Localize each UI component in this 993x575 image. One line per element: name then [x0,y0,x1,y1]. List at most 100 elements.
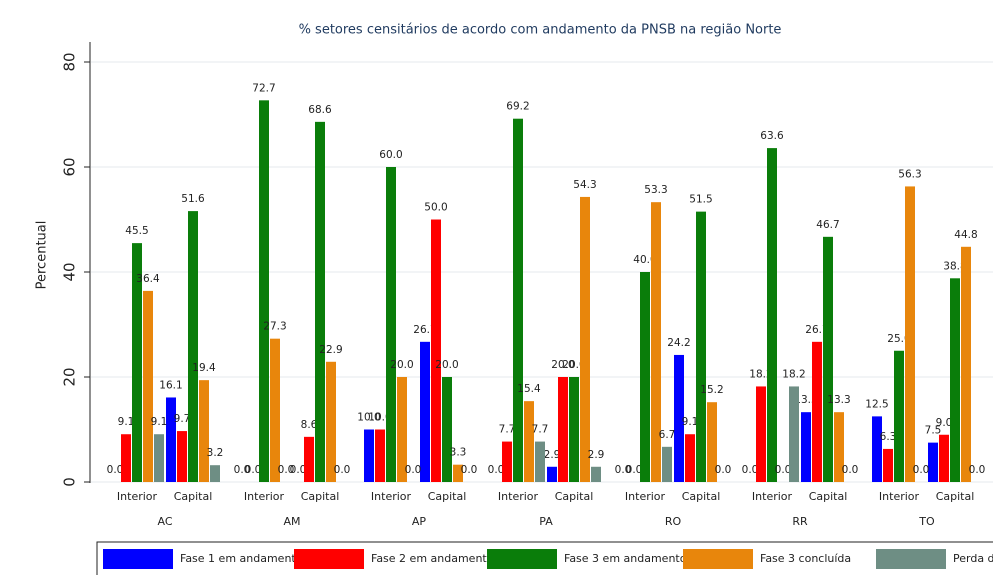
value-label: 0.0 [626,464,643,476]
value-label: 18.2 [749,368,772,380]
value-label: 3.3 [450,447,467,459]
legend-label: Perda do setor [953,552,993,565]
value-label: 20.0 [551,359,574,371]
bar [905,186,915,483]
bar [442,377,452,482]
legend-swatch [487,549,557,569]
legend-box [96,541,993,575]
chart-title: % setores censitários de acordo com anda… [299,23,782,38]
value-label: 2.9 [588,449,605,461]
bar [767,148,777,482]
bar [524,401,534,482]
legend-label: Fase 2 em andamento [371,552,494,565]
bar [547,466,557,482]
group-label: TO [918,515,935,528]
value-label: 2.9 [544,449,561,461]
value-label: 0.0 [842,464,859,476]
value-label: 0.0 [278,464,295,476]
legend-label: Fase 3 em andamento [564,552,687,565]
bar [453,464,463,482]
x-tick-label: Capital [301,490,340,503]
bar [756,386,766,482]
value-label: 0.0 [234,464,251,476]
value-label: 0.0 [107,464,124,476]
bar [558,377,568,482]
bar [431,219,441,482]
value-label: 7.7 [532,424,549,436]
value-label: 12.5 [865,398,888,410]
bar [591,466,601,482]
x-tick-label: Capital [428,490,467,503]
value-label: 26.7 [805,324,828,336]
x-tick-label: Capital [936,490,975,503]
bar [685,434,695,482]
bar [188,211,198,482]
bar [270,338,280,482]
value-label: 9.1 [151,416,168,428]
value-label: 0.0 [969,464,986,476]
bar [375,429,385,482]
value-label: 25.0 [887,333,910,345]
bar [789,386,799,482]
value-label: 13.3 [827,394,850,406]
value-label: 0.0 [775,464,792,476]
bar [894,350,904,482]
value-label: 38.8 [943,260,966,272]
bar [199,380,209,482]
bar [177,431,187,482]
bar [364,429,374,482]
x-tick-label: Interior [117,490,158,503]
bar [535,441,545,482]
legend-swatch [876,549,946,569]
x-tick-label: Capital [809,490,848,503]
value-label: 63.6 [760,130,784,142]
bar [569,377,579,482]
group-label: RO [665,515,682,528]
y-tick-label: 20 [61,367,79,386]
legend-swatch [294,549,364,569]
legend-swatch [103,549,173,569]
value-label: 0.0 [245,464,262,476]
value-label: 18.2 [782,368,805,380]
bar [939,434,949,482]
x-tick-label: Interior [879,490,920,503]
bar [502,441,512,482]
value-label: 40.0 [633,254,656,266]
value-label: 0.0 [615,464,632,476]
group-label: PA [539,515,553,528]
bar [513,118,523,482]
bar [950,278,960,482]
value-label: 27.3 [263,321,286,333]
value-label: 13.3 [794,394,817,406]
bar [707,402,717,482]
value-label: 51.6 [181,193,205,205]
value-label: 46.7 [816,219,839,231]
bar [304,436,314,482]
bar [259,100,269,482]
y-axis-label: Percentual [35,221,50,290]
value-label: 7.7 [499,424,516,436]
value-label: 8.6 [301,419,318,431]
group-label: RR [792,515,808,528]
x-tick-label: Capital [174,490,213,503]
value-label: 50.0 [424,202,447,214]
legend-label: Fase 1 em andamento [180,552,303,565]
bar [696,211,706,482]
bar [315,121,325,482]
value-label: 24.2 [667,337,690,349]
bar [883,448,893,482]
value-label: 15.4 [517,383,541,395]
x-tick-label: Interior [625,490,666,503]
x-tick-label: Interior [244,490,285,503]
bar [872,416,882,482]
bar [801,412,811,482]
legend-label: Fase 3 concluída [760,552,851,565]
value-label: 51.5 [689,194,712,206]
value-label: 0.0 [488,464,505,476]
bar [154,434,164,482]
value-label: 54.3 [573,179,596,191]
value-label: 45.5 [125,225,148,237]
value-label: 53.3 [644,184,667,196]
value-label: 0.0 [290,464,307,476]
bar [928,442,938,482]
